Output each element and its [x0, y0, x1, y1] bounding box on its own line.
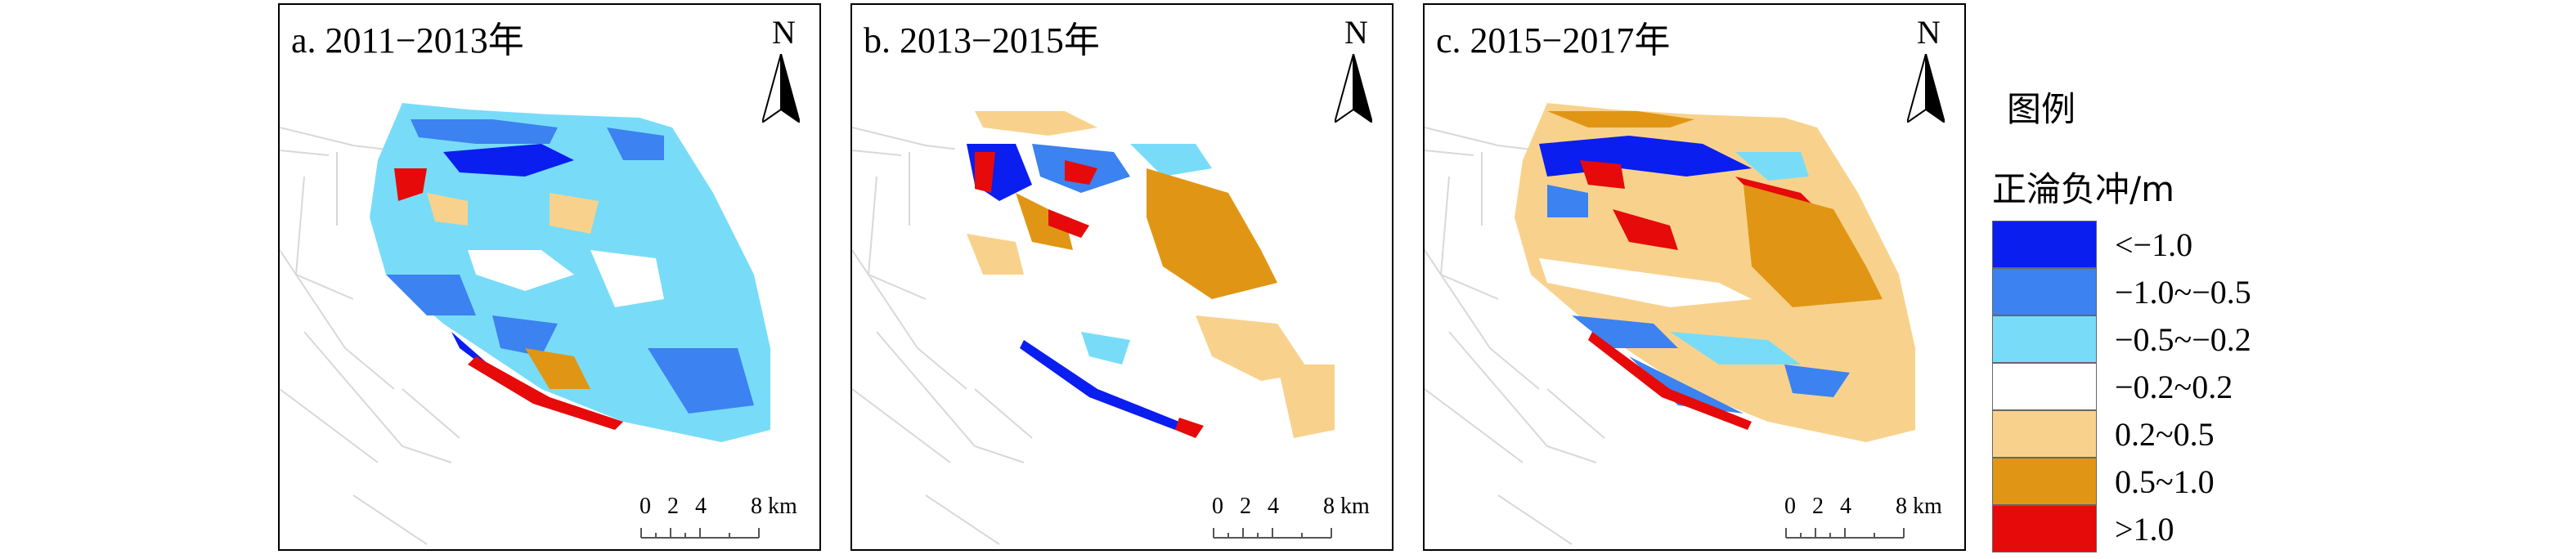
legend-swatch [1992, 221, 2097, 268]
legend-swatch [1992, 410, 2097, 458]
erosion-deposition-patches [1539, 111, 1883, 430]
scale-tick-label: 4 [1840, 494, 1851, 519]
erosion-deposition-patches [386, 119, 754, 430]
map-c-canvas [1425, 103, 1915, 545]
scale-tick-label: 8 km [751, 494, 797, 519]
legend-swatch [1992, 505, 2097, 552]
north-arrow-icon [1907, 54, 1945, 123]
north-arrow-icon [762, 54, 800, 123]
erosion-deposition-patches [967, 111, 1335, 438]
legend-title: 图例 [2007, 89, 2076, 129]
map-panel-a: a. 2011−2013年 N 0 2 4 8 km [278, 3, 821, 551]
map-a-canvas [280, 103, 770, 545]
map-b-canvas [852, 103, 1343, 545]
legend-subtitle: 正淪负冲/m [1992, 169, 2175, 209]
scale-tick-label: 0 [640, 494, 651, 519]
legend-swatch [1992, 315, 2097, 363]
legend-label: −0.2~0.2 [2115, 369, 2233, 405]
north-arrow-icon [1335, 54, 1372, 123]
scale-tick-label: 8 km [1323, 494, 1370, 519]
legend-label: 0.2~0.5 [2115, 416, 2215, 453]
panel-title: a. 2011−2013年 [291, 20, 524, 60]
scale-tick-label: 2 [667, 494, 679, 519]
map-panel-c: c. 2015−2017年 N 0 2 4 8 km [1423, 3, 1966, 551]
scale-tick-label: 0 [1212, 494, 1223, 519]
scale-tick-label: 4 [695, 494, 707, 519]
map-region-base [1515, 103, 1915, 442]
scale-tick-label: 4 [1268, 494, 1279, 519]
scale-tick-label: 0 [1784, 494, 1796, 519]
scale-tick-label: 2 [1240, 494, 1251, 519]
north-label: N [1917, 14, 1941, 51]
north-label: N [1344, 14, 1368, 51]
legend-label: <−1.0 [2115, 226, 2193, 263]
legend-label: −0.5~−0.2 [2115, 321, 2251, 358]
map-panel-b: b. 2013−2015年 N 0 2 4 8 km [850, 3, 1393, 551]
scale-bar [640, 528, 760, 539]
legend-swatch [1992, 268, 2097, 315]
road-network [1425, 127, 1605, 545]
scale-tick-label: 8 km [1896, 494, 1942, 519]
map-legend: 图例 正淪负冲/m <−1.0 −1.0~−0.5 −0.5~−0.2 −0.2… [1992, 0, 2565, 559]
scale-bar [1785, 528, 1905, 539]
north-label: N [772, 14, 796, 51]
scale-bar [1213, 528, 1332, 539]
panel-title: b. 2013−2015年 [864, 20, 1100, 60]
legend-label: 0.5~1.0 [2115, 463, 2215, 500]
scale-tick-label: 2 [1812, 494, 1824, 519]
panel-title: c. 2015−2017年 [1436, 20, 1671, 60]
road-network [852, 127, 1033, 545]
road-network [280, 127, 460, 545]
legend-label: >1.0 [2115, 511, 2174, 548]
legend-swatch [1992, 458, 2097, 505]
legend-swatch [1992, 363, 2097, 410]
legend-label: −1.0~−0.5 [2115, 274, 2251, 311]
